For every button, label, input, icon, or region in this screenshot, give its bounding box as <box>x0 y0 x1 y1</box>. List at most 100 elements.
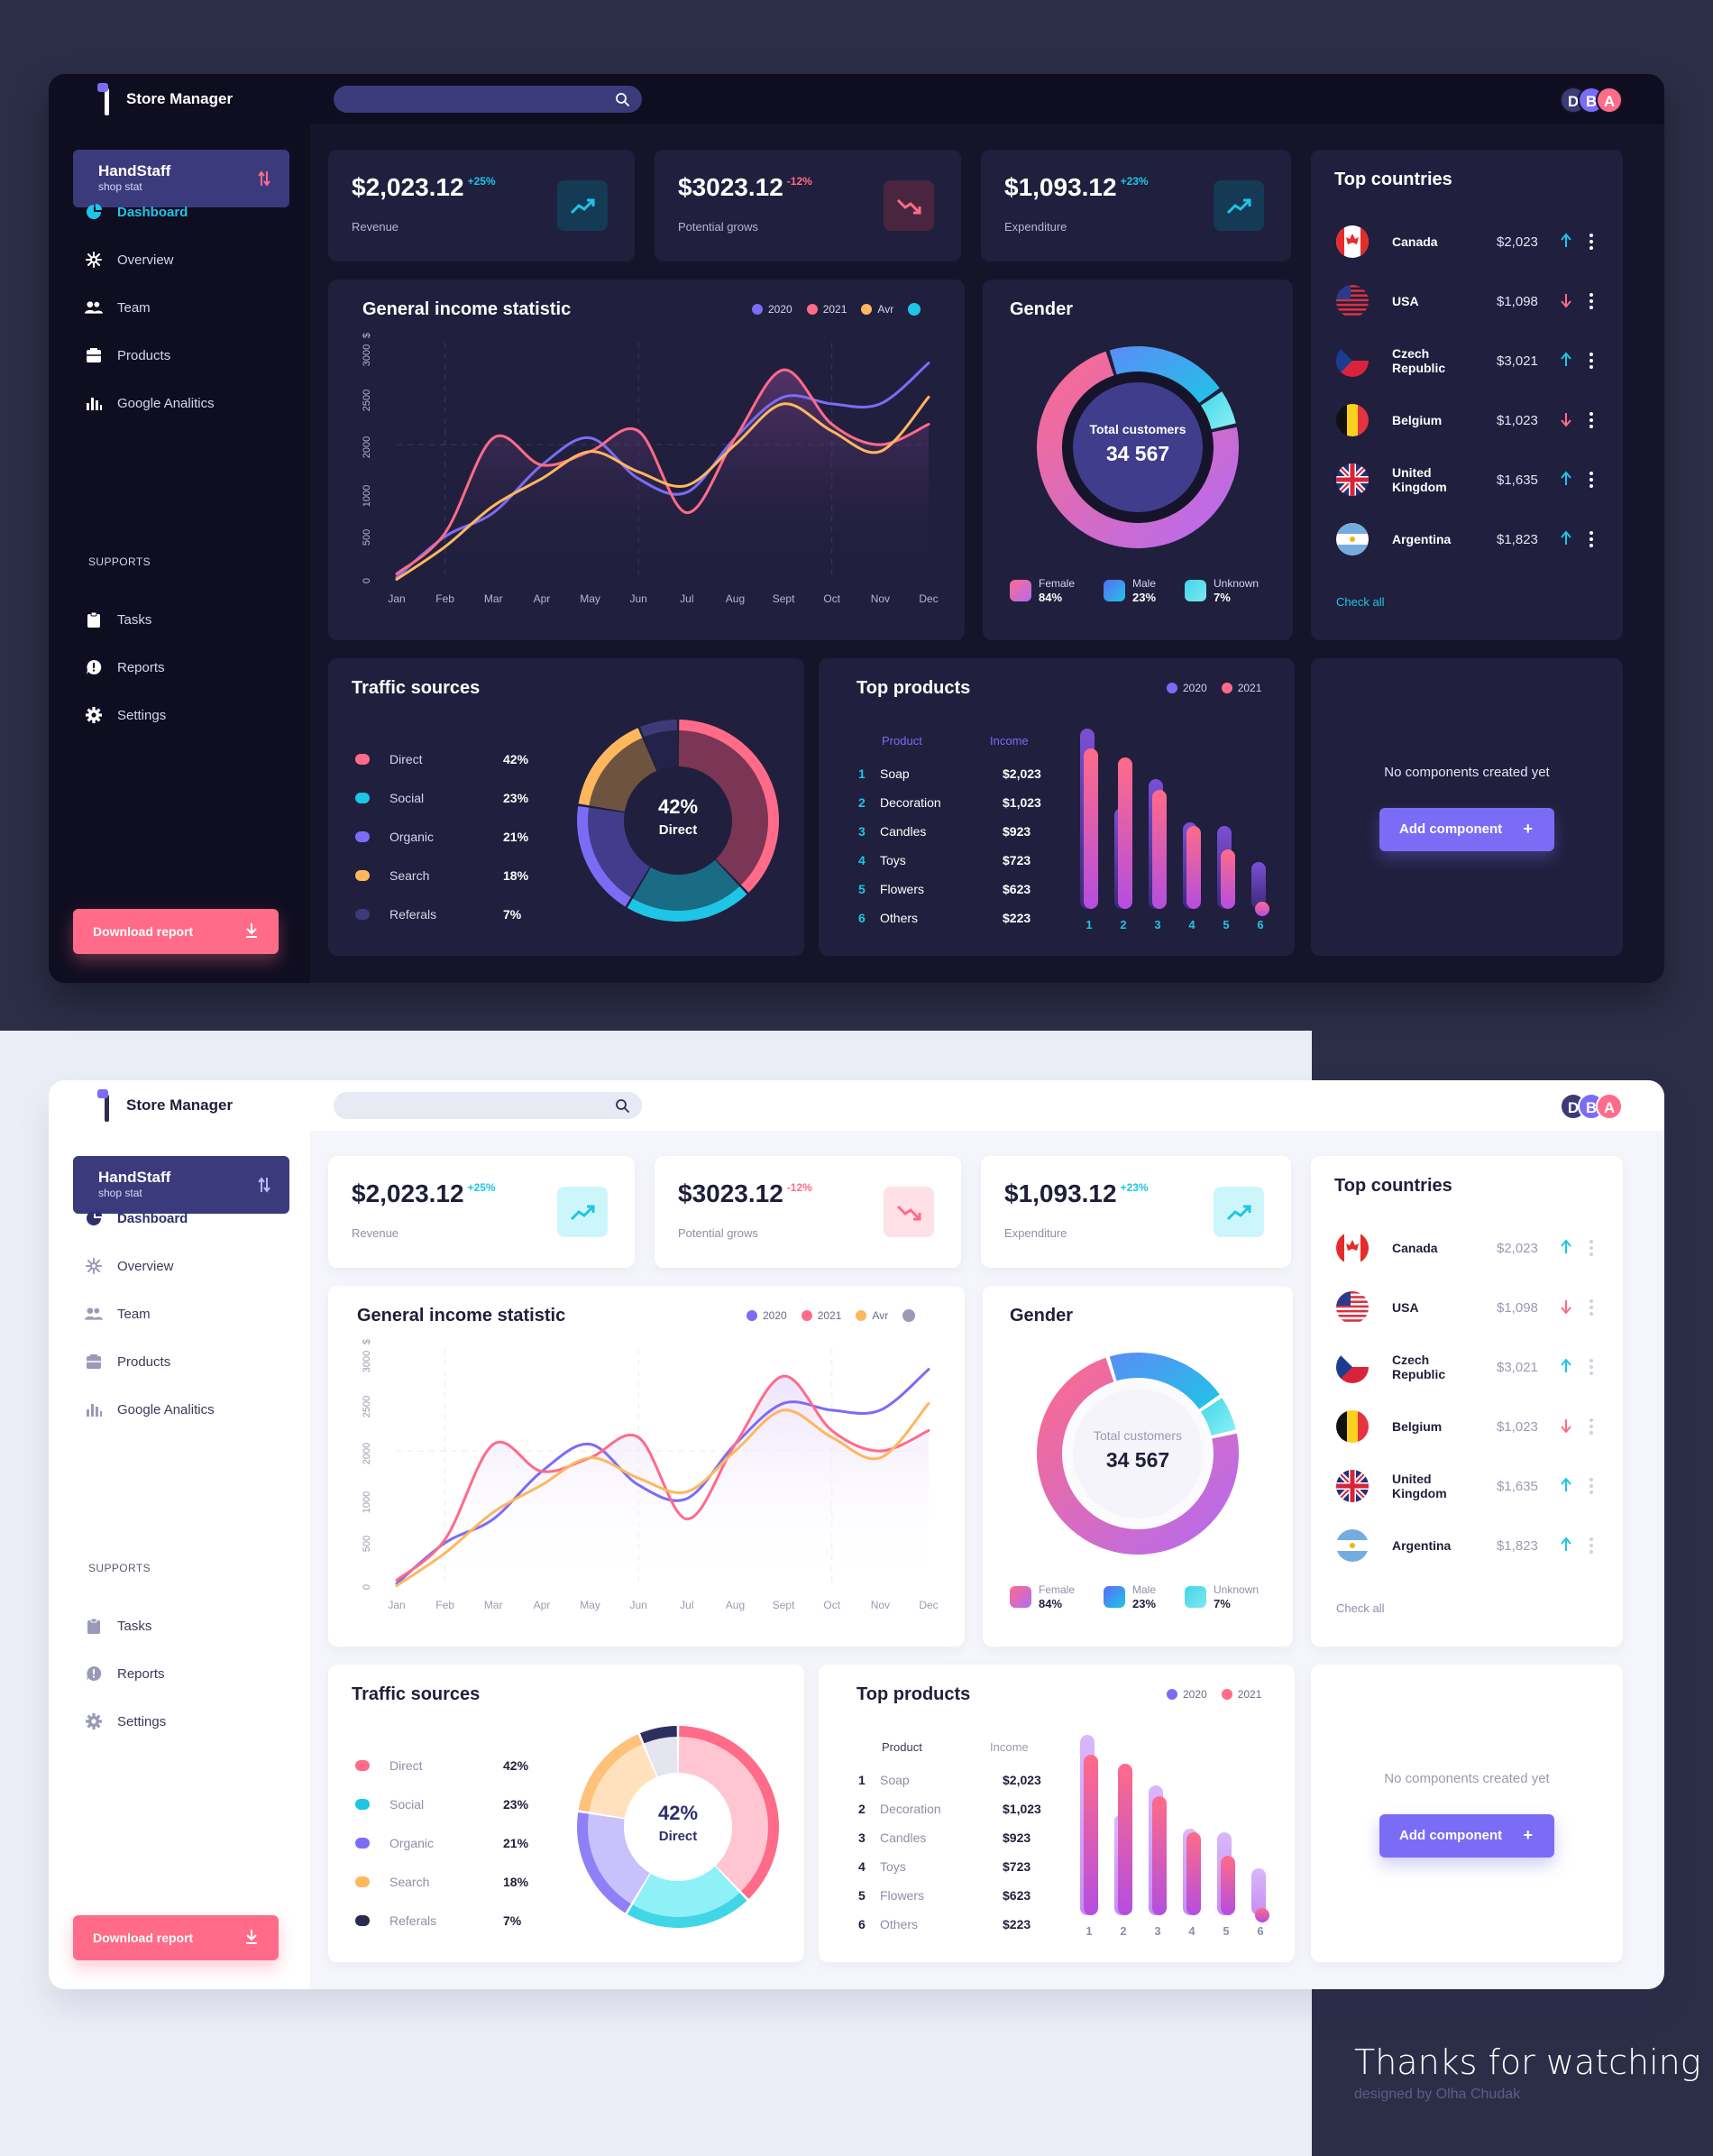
product-row[interactable]: 5 Flowers $623 <box>858 1886 1048 1904</box>
logo[interactable]: Store Manager <box>96 81 233 117</box>
country-row[interactable]: Belgium $1,023 <box>1336 400 1598 440</box>
bar-2021 <box>1221 849 1235 909</box>
country-row[interactable]: Canada $2,023 <box>1336 1228 1598 1268</box>
country-row[interactable]: USA $1,098 <box>1336 281 1598 321</box>
more-vertical-icon[interactable] <box>1589 292 1594 310</box>
top-countries-card: Top countries Canada $2,023 USA $1,098 Czech… <box>1311 150 1623 640</box>
product-row[interactable]: 6 Others $223 <box>858 909 1048 927</box>
bar-2020 <box>1251 1868 1266 1915</box>
traffic-donut-chart <box>577 720 779 922</box>
add-component-button[interactable]: Add component + <box>1379 808 1554 851</box>
country-row[interactable]: USA $1,098 <box>1336 1288 1598 1327</box>
product-row[interactable]: 6 Others $223 <box>858 1915 1048 1933</box>
legend-item: 2020 <box>1167 1688 1207 1701</box>
search-bar[interactable] <box>334 1092 642 1119</box>
country-row[interactable]: United Kingdom $1,635 <box>1336 460 1598 500</box>
avatar[interactable]: A <box>1596 87 1623 114</box>
check-icon[interactable] <box>908 303 921 316</box>
sidebar-item-reports[interactable]: Reports <box>85 1660 292 1687</box>
more-vertical-icon[interactable] <box>1589 1239 1594 1257</box>
flag-icon <box>1336 1291 1369 1322</box>
sidebar-item-google-analitics[interactable]: Google Analitics <box>85 1396 292 1423</box>
product-row[interactable]: 1 Soap $2,023 <box>858 1771 1048 1789</box>
sidebar-item-google-analitics[interactable]: Google Analitics <box>85 390 292 417</box>
product-row[interactable]: 2 Decoration $1,023 <box>858 794 1048 812</box>
search-input[interactable] <box>348 1096 591 1115</box>
country-value: $1,823 <box>1497 532 1538 547</box>
more-vertical-icon[interactable] <box>1589 1358 1594 1376</box>
search-icon[interactable] <box>615 92 629 106</box>
more-vertical-icon[interactable] <box>1589 233 1594 251</box>
more-vertical-icon[interactable] <box>1589 1417 1594 1436</box>
check-all-link[interactable]: Check all <box>1336 1601 1385 1615</box>
country-row[interactable]: Argentina $1,823 <box>1336 1526 1598 1565</box>
traffic-source-percent: 23% <box>503 791 529 805</box>
y-tick-label: 2500 <box>362 1396 372 1417</box>
country-row[interactable]: United Kingdom $1,635 <box>1336 1466 1598 1506</box>
check-icon[interactable] <box>902 1309 916 1322</box>
product-rank: 6 <box>858 1917 866 1931</box>
sidebar-item-products[interactable]: Products <box>85 1348 292 1375</box>
download-report-button[interactable]: Download report <box>73 1915 279 1960</box>
product-rank: 4 <box>858 1859 866 1874</box>
country-row[interactable]: Czech Republic $3,021 <box>1336 341 1598 381</box>
product-row[interactable]: 4 Toys $723 <box>858 1858 1048 1876</box>
product-row[interactable]: 5 Flowers $623 <box>858 880 1048 898</box>
country-row[interactable]: Canada $2,023 <box>1336 222 1598 261</box>
country-row[interactable]: Czech Republic $3,021 <box>1336 1347 1598 1387</box>
product-row[interactable]: 2 Decoration $1,023 <box>858 1800 1048 1818</box>
col-income-header: Income <box>990 1740 1029 1754</box>
legend-unknown: Unknown 7% <box>1185 1583 1259 1610</box>
sidebar-item-settings[interactable]: Settings <box>85 1708 292 1735</box>
sidebar-item-overview[interactable]: Overview <box>85 246 292 273</box>
shop-subtitle: shop stat <box>98 180 142 193</box>
search-input[interactable] <box>348 90 591 108</box>
product-row[interactable]: 3 Candles $923 <box>858 1829 1048 1847</box>
sidebar-item-team[interactable]: Team <box>85 294 292 321</box>
flag-icon <box>1336 1410 1369 1443</box>
product-row[interactable]: 1 Soap $2,023 <box>858 765 1048 783</box>
legend-item: 2021 <box>801 1309 841 1322</box>
user-avatars[interactable]: D B A <box>1560 1093 1623 1120</box>
country-row[interactable]: Belgium $1,023 <box>1336 1407 1598 1446</box>
download-report-label: Download report <box>93 924 194 939</box>
sidebar-item-reports[interactable]: Reports <box>85 654 292 681</box>
sidebar-item-tasks[interactable]: Tasks <box>85 1612 292 1639</box>
sidebar-item-tasks[interactable]: Tasks <box>85 606 292 633</box>
product-row[interactable]: 4 Toys $723 <box>858 851 1048 869</box>
search-icon[interactable] <box>615 1098 629 1113</box>
search-bar[interactable] <box>334 86 642 113</box>
x-tick-label: Nov <box>871 1599 890 1611</box>
sidebar-item-dashboard[interactable]: Dashboard <box>85 198 292 225</box>
sidebar-item-products[interactable]: Products <box>85 342 292 369</box>
more-vertical-icon[interactable] <box>1589 1537 1594 1555</box>
more-vertical-icon[interactable] <box>1589 471 1594 489</box>
country-row[interactable]: Argentina $1,823 <box>1336 519 1598 559</box>
sidebar-item-settings[interactable]: Settings <box>85 702 292 729</box>
product-name: Toys <box>880 853 906 867</box>
shop-stat-card[interactable]: HandStaff shop stat <box>73 150 289 207</box>
avatar[interactable]: A <box>1596 1093 1623 1120</box>
swap-arrows-icon[interactable] <box>257 1176 271 1194</box>
add-component-button[interactable]: Add component + <box>1379 1814 1554 1858</box>
flag-icon <box>1336 523 1369 555</box>
more-vertical-icon[interactable] <box>1589 1298 1594 1317</box>
more-vertical-icon[interactable] <box>1589 1477 1594 1495</box>
download-report-button[interactable]: Download report <box>73 909 279 954</box>
sidebar-item-label: Reports <box>117 1665 165 1682</box>
product-row[interactable]: 3 Candles $923 <box>858 822 1048 840</box>
product-rank: 4 <box>858 853 866 867</box>
shop-stat-card[interactable]: HandStaff shop stat <box>73 1156 289 1214</box>
sidebar-item-overview[interactable]: Overview <box>85 1252 292 1280</box>
product-name: Candles <box>880 824 927 839</box>
sidebar-item-team[interactable]: Team <box>85 1300 292 1327</box>
stat-change: +25% <box>467 1181 496 1194</box>
more-vertical-icon[interactable] <box>1589 530 1594 548</box>
more-vertical-icon[interactable] <box>1589 411 1594 429</box>
check-all-link[interactable]: Check all <box>1336 595 1385 609</box>
sidebar-item-dashboard[interactable]: Dashboard <box>85 1205 292 1232</box>
more-vertical-icon[interactable] <box>1589 352 1594 370</box>
user-avatars[interactable]: D B A <box>1560 87 1623 114</box>
logo[interactable]: Store Manager <box>96 1087 233 1124</box>
swap-arrows-icon[interactable] <box>257 170 271 188</box>
